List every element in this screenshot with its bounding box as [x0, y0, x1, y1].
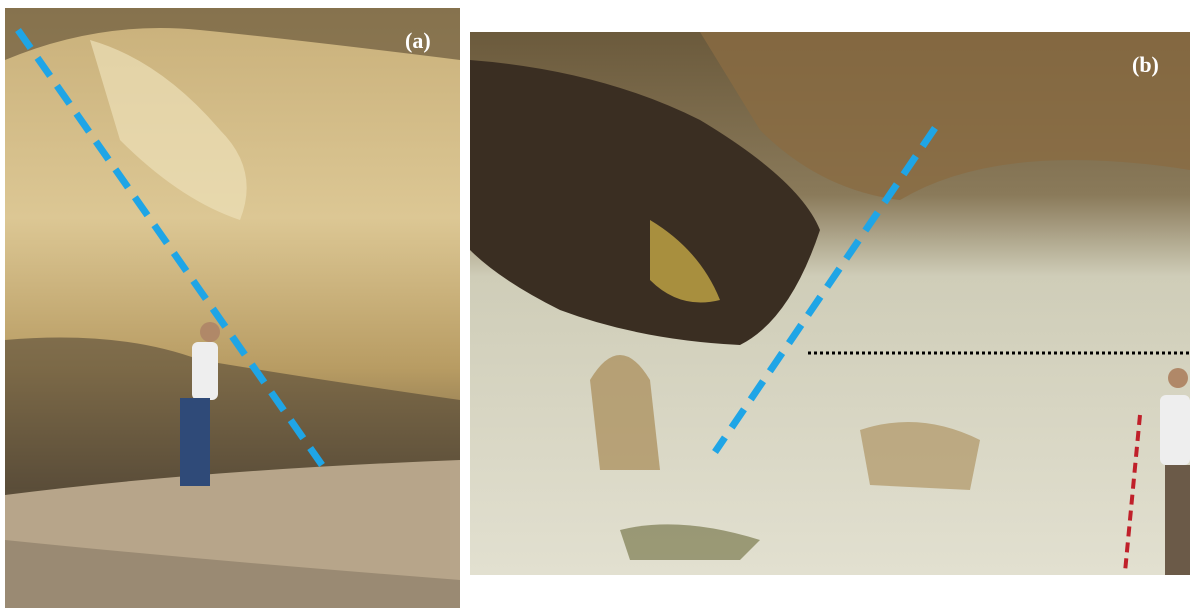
- photo-b: (b): [470, 32, 1190, 575]
- figure: (a) (b): [0, 0, 1190, 610]
- trousers: [1165, 465, 1190, 575]
- panel-label: (a): [405, 28, 431, 53]
- head: [1168, 368, 1188, 388]
- page: (a) (b) (() => { const data = JSON.parse…: [0, 0, 1190, 610]
- shirt: [1160, 395, 1190, 465]
- head: [200, 322, 220, 342]
- shirt: [192, 342, 218, 400]
- jeans: [180, 398, 210, 486]
- panel-label: (b): [1132, 52, 1159, 77]
- grass-tuft: [860, 422, 980, 490]
- photo-a: (a): [5, 8, 460, 608]
